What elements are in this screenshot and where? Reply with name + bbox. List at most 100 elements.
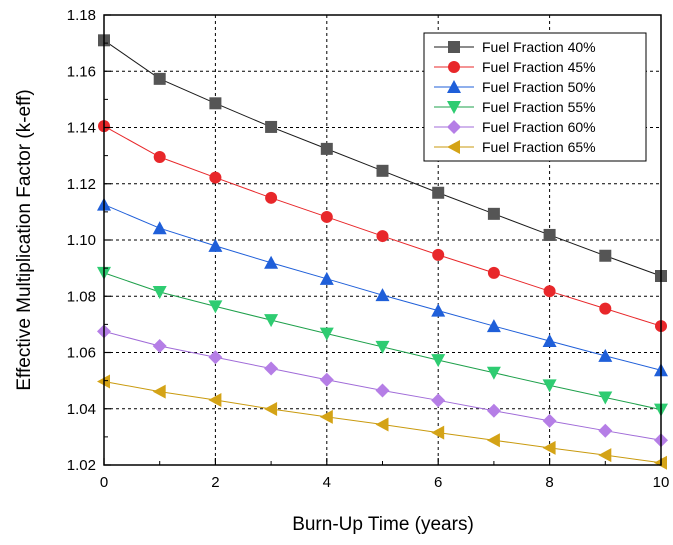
series-2 bbox=[98, 120, 667, 333]
data-point bbox=[319, 372, 334, 387]
legend-marker bbox=[447, 140, 460, 154]
data-point bbox=[152, 286, 167, 300]
data-point bbox=[264, 314, 279, 328]
data-point bbox=[264, 402, 278, 417]
legend-label: Fuel Fraction 50% bbox=[482, 79, 596, 95]
legend-marker bbox=[447, 80, 461, 93]
data-point bbox=[375, 288, 390, 302]
x-tick-label: 8 bbox=[545, 474, 553, 491]
data-point bbox=[486, 403, 501, 418]
x-tick-label: 6 bbox=[434, 474, 442, 491]
data-point bbox=[320, 142, 333, 155]
legend-label: Fuel Fraction 65% bbox=[482, 139, 596, 155]
legend: Fuel Fraction 40% Fuel Fraction 45% Fuel F… bbox=[423, 32, 647, 162]
data-point bbox=[320, 210, 333, 223]
legend-entry: Fuel Fraction 45% bbox=[434, 59, 596, 75]
data-point bbox=[375, 417, 389, 432]
y-tick-label: 1.02 bbox=[67, 457, 96, 474]
data-point bbox=[375, 383, 390, 398]
data-point bbox=[486, 433, 500, 448]
legend-entry: Fuel Fraction 40% bbox=[434, 39, 596, 55]
y-tick-label: 1.06 bbox=[67, 345, 96, 362]
data-point bbox=[208, 350, 223, 365]
data-point bbox=[152, 221, 167, 235]
data-point bbox=[432, 186, 445, 199]
data-point bbox=[599, 302, 612, 315]
legend-marker bbox=[447, 120, 461, 134]
data-point bbox=[431, 425, 445, 440]
legend-entry: Fuel Fraction 55% bbox=[434, 99, 596, 115]
x-tick-label: 4 bbox=[323, 474, 331, 491]
legend-box bbox=[423, 32, 647, 162]
legend-marker bbox=[448, 61, 460, 73]
data-point bbox=[265, 120, 278, 133]
series-5 bbox=[97, 324, 668, 448]
data-point bbox=[153, 72, 166, 85]
data-point bbox=[598, 423, 613, 438]
data-point bbox=[153, 151, 166, 164]
legend-label: Fuel Fraction 45% bbox=[482, 59, 596, 75]
data-point bbox=[209, 171, 222, 184]
data-point bbox=[542, 440, 556, 455]
series-3 bbox=[97, 197, 668, 377]
data-point bbox=[265, 191, 278, 204]
y-tick-label: 1.08 bbox=[67, 288, 96, 305]
data-point bbox=[487, 266, 500, 279]
axis-ticks: 0 2 4 6 8 10 1.02 1.04 1.06 1.08 1.10 1.12 1.14 1.16 1… bbox=[67, 7, 670, 491]
data-point bbox=[431, 303, 446, 317]
y-tick-label: 1.18 bbox=[67, 7, 96, 24]
data-point bbox=[486, 366, 501, 380]
data-point bbox=[209, 97, 222, 110]
legend-entry: Fuel Fraction 50% bbox=[434, 79, 596, 95]
data-point bbox=[208, 393, 222, 408]
data-point bbox=[208, 238, 223, 252]
data-point bbox=[542, 413, 557, 428]
data-point bbox=[319, 271, 334, 285]
data-point bbox=[319, 327, 334, 341]
y-tick-label: 1.12 bbox=[67, 176, 96, 193]
data-point bbox=[376, 230, 389, 243]
series-layer bbox=[97, 34, 668, 470]
legend-label: Fuel Fraction 60% bbox=[482, 119, 596, 135]
data-point bbox=[542, 379, 557, 393]
x-tick-label: 2 bbox=[211, 474, 219, 491]
data-point bbox=[487, 207, 500, 220]
x-axis-title: Burn-Up Time (years) bbox=[292, 514, 474, 535]
legend-label: Fuel Fraction 55% bbox=[482, 99, 596, 115]
legend-label: Fuel Fraction 40% bbox=[482, 39, 596, 55]
legend-entry: Fuel Fraction 60% bbox=[434, 119, 596, 135]
y-tick-label: 1.14 bbox=[67, 120, 96, 137]
data-point bbox=[598, 448, 612, 463]
data-point bbox=[598, 391, 613, 405]
x-tick-label: 0 bbox=[100, 474, 108, 491]
data-point bbox=[264, 255, 279, 269]
data-point bbox=[431, 354, 446, 368]
data-point bbox=[598, 348, 613, 362]
data-point bbox=[376, 164, 389, 177]
y-tick-label: 1.04 bbox=[67, 401, 96, 418]
y-tick-label: 1.16 bbox=[67, 63, 96, 80]
x-tick-label: 10 bbox=[653, 474, 670, 491]
data-point bbox=[543, 228, 556, 241]
y-axis-title: Effective Multiplication Factor (k-eff) bbox=[14, 89, 35, 390]
data-point bbox=[486, 319, 501, 333]
data-point bbox=[264, 361, 279, 376]
data-point bbox=[432, 248, 445, 261]
series-4 bbox=[97, 266, 668, 417]
data-point bbox=[208, 300, 223, 314]
data-point bbox=[543, 285, 556, 298]
series-6 bbox=[97, 374, 667, 470]
y-tick-label: 1.10 bbox=[67, 232, 96, 249]
data-point bbox=[152, 339, 167, 354]
legend-marker bbox=[447, 101, 461, 114]
legend-marker bbox=[448, 41, 460, 53]
data-point bbox=[319, 409, 333, 424]
data-point bbox=[431, 393, 446, 408]
data-point bbox=[152, 384, 166, 399]
data-point bbox=[542, 333, 557, 347]
data-point bbox=[375, 340, 390, 354]
data-point bbox=[599, 249, 612, 262]
legend-entry: Fuel Fraction 65% bbox=[434, 139, 596, 155]
